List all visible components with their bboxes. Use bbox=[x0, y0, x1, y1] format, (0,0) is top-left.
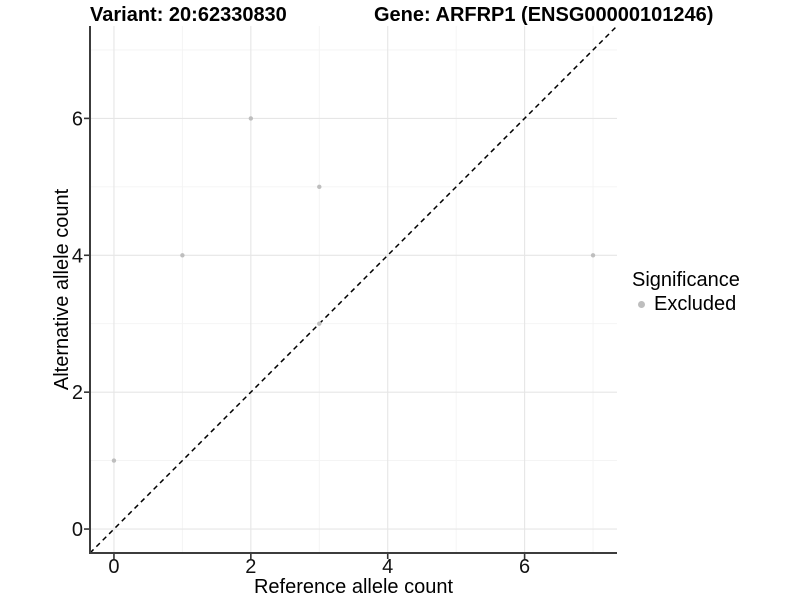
legend-item: Excluded bbox=[632, 293, 740, 315]
x-axis-title: Reference allele count bbox=[254, 576, 453, 598]
y-axis-title: Alternative allele count bbox=[51, 188, 73, 390]
data-point bbox=[317, 184, 322, 190]
data-point bbox=[317, 321, 322, 326]
x-tick-label: 0 bbox=[108, 556, 119, 578]
x-tick-label: 6 bbox=[519, 556, 530, 578]
legend: Significance Excluded bbox=[632, 268, 740, 315]
y-tick-label: 6 bbox=[72, 108, 83, 130]
legend-title: Significance bbox=[632, 269, 740, 291]
y-tick-label: 4 bbox=[72, 245, 83, 267]
data-point bbox=[180, 253, 185, 258]
excluded-point-icon bbox=[637, 300, 645, 308]
legend-item-label: Excluded bbox=[654, 292, 737, 315]
x-tick-label: 4 bbox=[382, 556, 393, 578]
gene-title: Gene: ARFRP1 (ENSG00000101246) bbox=[374, 4, 714, 26]
data-point bbox=[111, 458, 117, 463]
identity-line bbox=[89, 25, 618, 554]
data-point bbox=[590, 253, 596, 258]
data-point bbox=[248, 116, 254, 121]
y-tick-label: 0 bbox=[72, 519, 83, 541]
variant-title: Variant: 20:62330830 bbox=[90, 4, 287, 26]
x-tick-label: 2 bbox=[245, 556, 256, 578]
y-tick-label: 2 bbox=[72, 382, 83, 404]
legend-key bbox=[632, 295, 650, 313]
